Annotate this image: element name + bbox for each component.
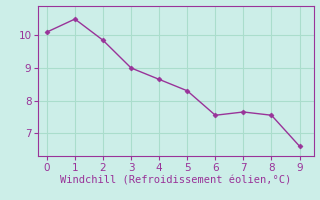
X-axis label: Windchill (Refroidissement éolien,°C): Windchill (Refroidissement éolien,°C)	[60, 176, 292, 186]
